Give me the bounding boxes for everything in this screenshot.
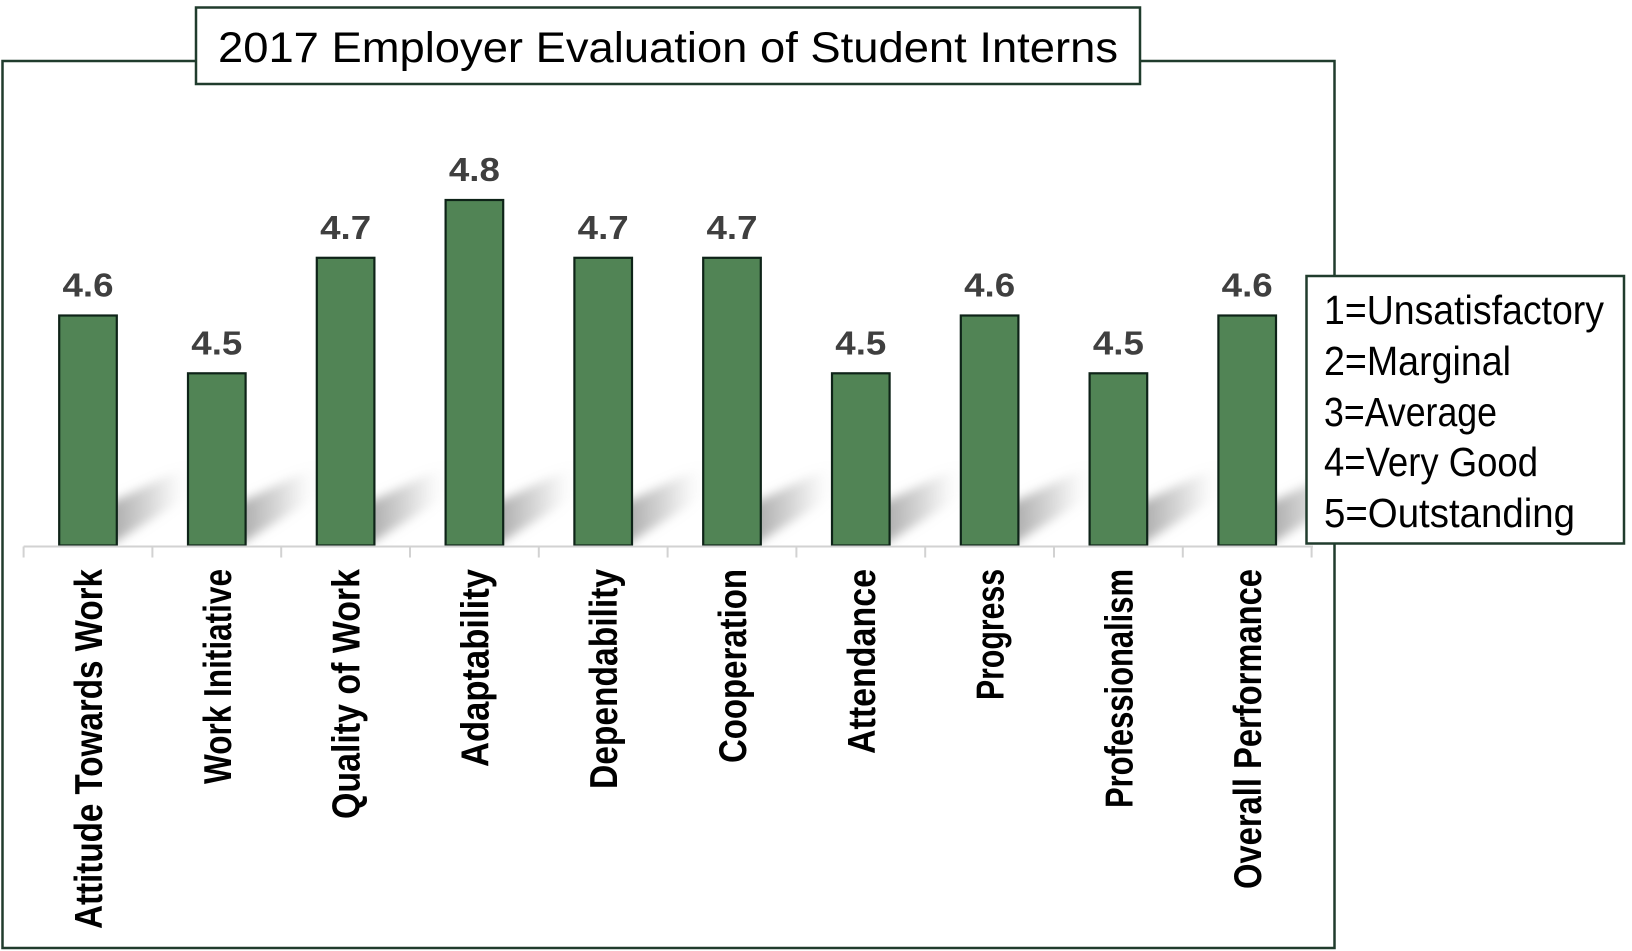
svg-text:5=Outstanding: 5=Outstanding	[1324, 490, 1575, 536]
svg-text:4.7: 4.7	[707, 209, 758, 246]
svg-text:4.5: 4.5	[835, 324, 886, 361]
svg-text:4.8: 4.8	[449, 151, 500, 188]
svg-text:Overall Performance: Overall Performance	[1227, 569, 1270, 889]
svg-text:4.6: 4.6	[1222, 267, 1273, 304]
svg-text:4.5: 4.5	[1093, 324, 1144, 361]
svg-text:2=Marginal: 2=Marginal	[1324, 338, 1511, 384]
svg-text:Professionalism: Professionalism	[1098, 569, 1141, 808]
svg-text:3=Average: 3=Average	[1324, 389, 1497, 435]
svg-text:4.5: 4.5	[191, 324, 242, 361]
svg-text:4.7: 4.7	[320, 209, 371, 246]
svg-text:4.6: 4.6	[964, 267, 1015, 304]
svg-text:Dependability: Dependability	[583, 568, 626, 789]
svg-text:Cooperation: Cooperation	[712, 569, 755, 763]
svg-text:4.6: 4.6	[63, 267, 114, 304]
svg-text:4.7: 4.7	[578, 209, 629, 246]
svg-text:1=Unsatisfactory: 1=Unsatisfactory	[1324, 287, 1604, 333]
svg-text:Adaptability: Adaptability	[454, 568, 497, 767]
svg-text:2017 Employer Evaluation of St: 2017 Employer Evaluation of Student Inte…	[218, 24, 1118, 72]
svg-text:Quality of Work: Quality of Work	[326, 568, 369, 819]
svg-text:Attendance: Attendance	[841, 569, 884, 754]
svg-text:Progress: Progress	[970, 569, 1013, 700]
svg-text:Work Initiative: Work Initiative	[197, 569, 240, 784]
svg-text:4=Very Good: 4=Very Good	[1324, 439, 1538, 485]
svg-text:Attitude Towards Work: Attitude Towards Work	[68, 569, 111, 929]
